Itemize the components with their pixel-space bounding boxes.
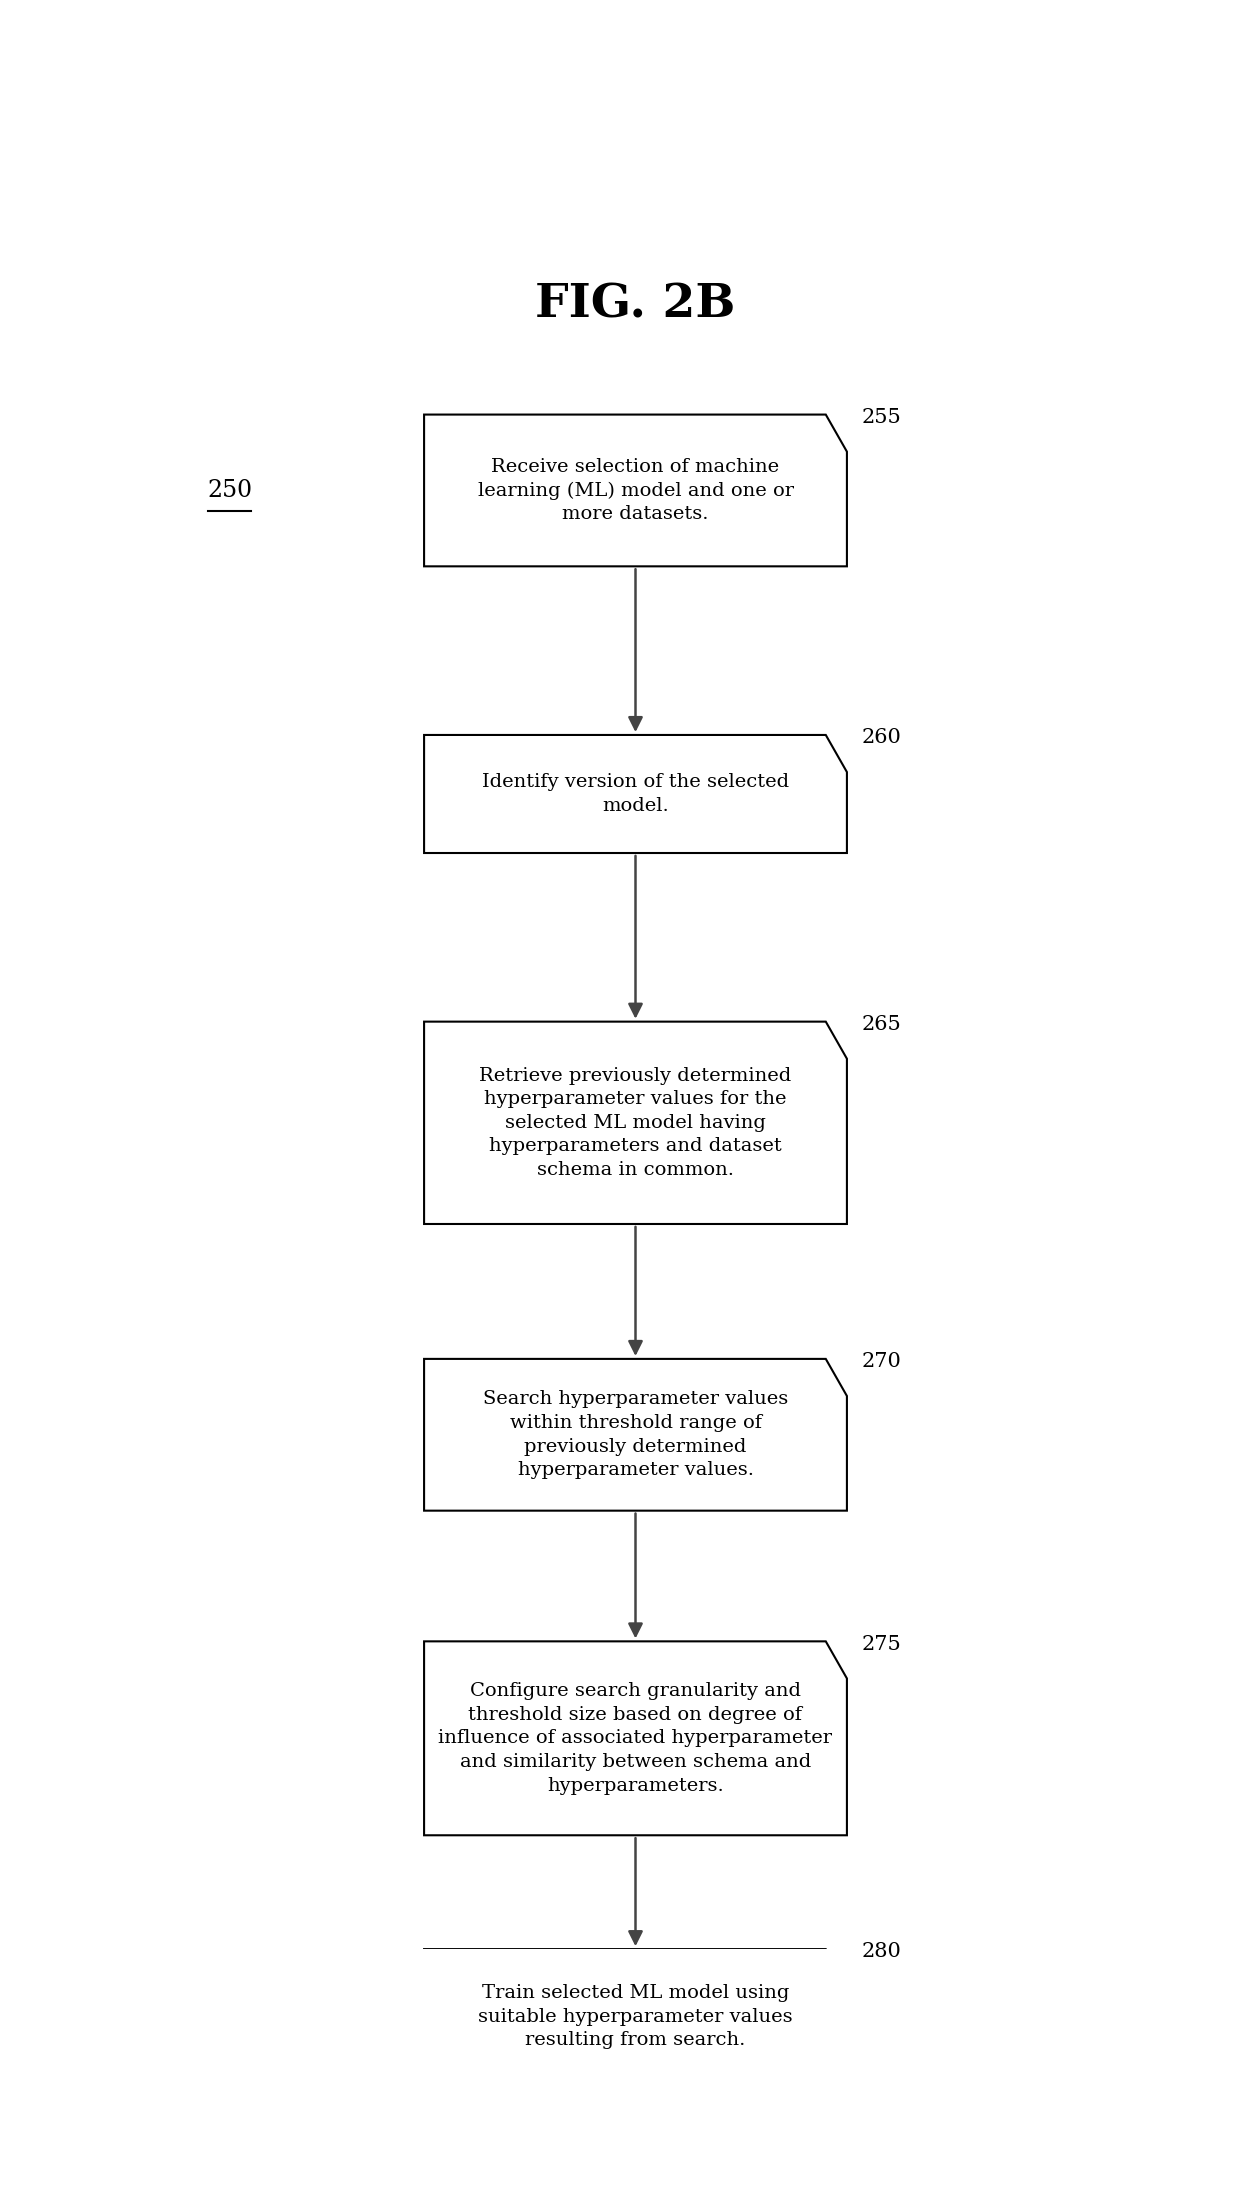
Text: Search hyperparameter values
within threshold range of
previously determined
hyp: Search hyperparameter values within thre… <box>482 1391 789 1478</box>
Text: 275: 275 <box>862 1634 901 1653</box>
Text: Identify version of the selected
model.: Identify version of the selected model. <box>482 773 789 815</box>
Text: 270: 270 <box>862 1351 901 1371</box>
Text: Retrieve previously determined
hyperparameter values for the
selected ML model h: Retrieve previously determined hyperpara… <box>480 1067 791 1178</box>
Polygon shape <box>424 736 847 852</box>
Text: Train selected ML model using
suitable hyperparameter values
resulting from sear: Train selected ML model using suitable h… <box>479 1984 792 2050</box>
Text: Configure search granularity and
threshold size based on degree of
influence of : Configure search granularity and thresho… <box>439 1682 832 1794</box>
Polygon shape <box>424 1640 847 1835</box>
Text: Receive selection of machine
learning (ML) model and one or
more datasets.: Receive selection of machine learning (M… <box>477 458 794 523</box>
Text: FIG. 2B: FIG. 2B <box>536 283 735 328</box>
Text: 260: 260 <box>862 729 901 747</box>
Text: 280: 280 <box>862 1943 901 1962</box>
Polygon shape <box>424 1021 847 1224</box>
Polygon shape <box>424 1949 847 2085</box>
Text: 265: 265 <box>862 1014 901 1034</box>
Text: 250: 250 <box>208 480 253 502</box>
Polygon shape <box>424 1358 847 1511</box>
Text: 255: 255 <box>862 407 901 427</box>
Polygon shape <box>424 414 847 567</box>
